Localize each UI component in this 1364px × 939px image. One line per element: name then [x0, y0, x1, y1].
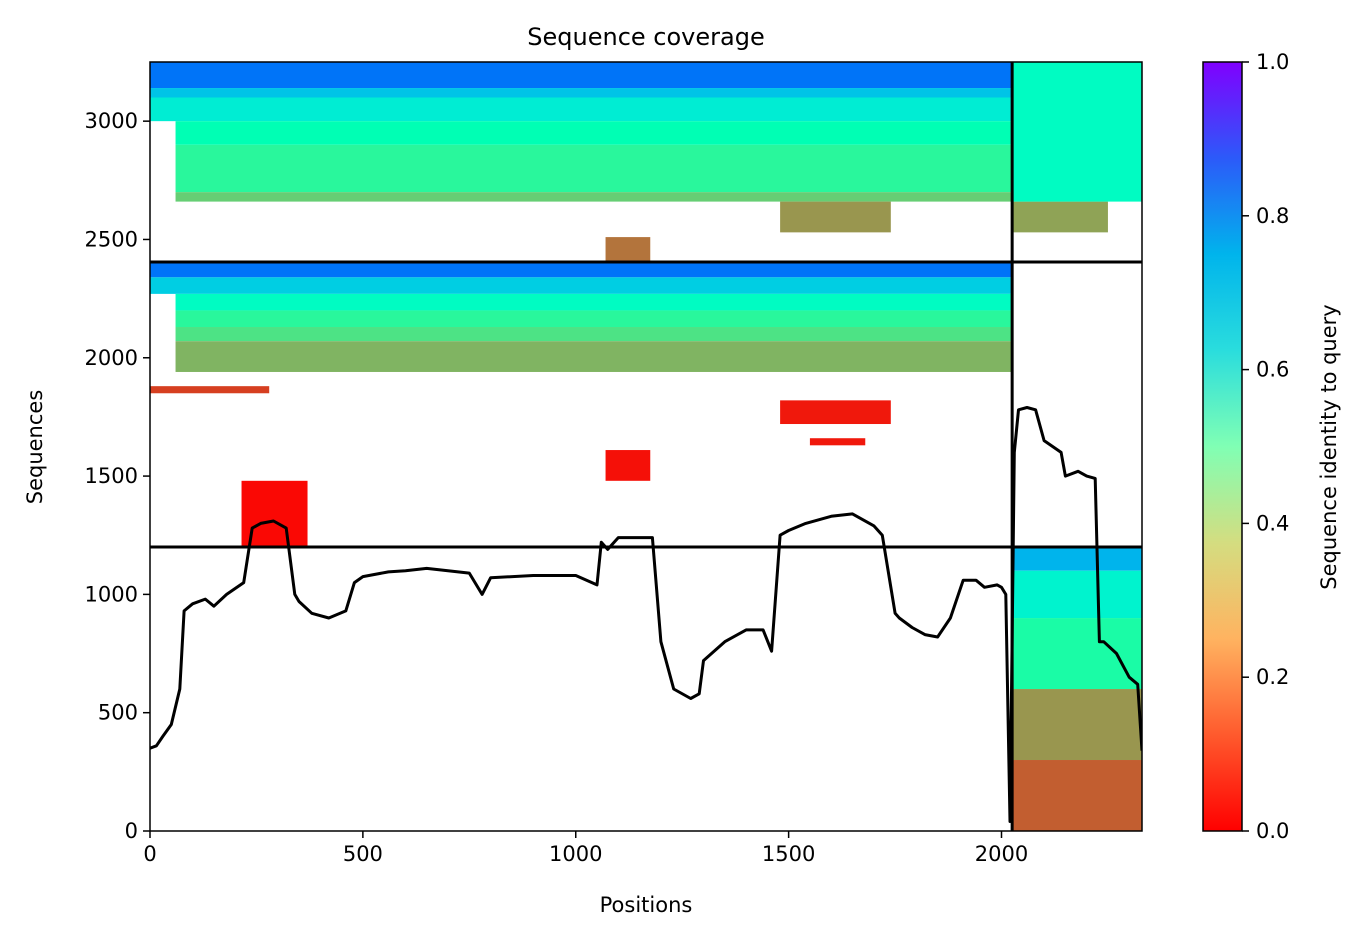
coverage-band [1012, 547, 1142, 571]
x-tick-label: 1000 [549, 842, 602, 866]
coverage-band [1012, 689, 1142, 761]
x-axis-ticks: 0 500 1000 1500 2000 [143, 831, 1028, 866]
coverage-band [150, 277, 1013, 294]
colorbar-tick-label: 0.0 [1256, 819, 1289, 843]
coverage-band [1012, 62, 1142, 202]
colorbar-ticks: 0.0 0.2 0.4 0.6 0.8 1.0 [1242, 50, 1289, 843]
coverage-band [175, 327, 1013, 342]
y-tick-label: 1500 [85, 464, 138, 488]
coverage-band [175, 293, 1013, 311]
coverage-band [241, 480, 308, 548]
colorbar-gradient [1202, 61, 1243, 832]
coverage-band [175, 192, 1013, 202]
y-axis-label: Sequences [23, 390, 47, 505]
x-tick-label: 1500 [762, 842, 815, 866]
coverage-band [605, 237, 651, 261]
coverage-band [1012, 570, 1142, 619]
colorbar-tick-label: 0.6 [1256, 358, 1289, 382]
y-axis-ticks: 0 500 1000 1500 2000 2500 3000 [85, 109, 150, 843]
plot-frame [149, 61, 1143, 832]
coverage-heatmap [150, 62, 1142, 831]
colorbar-tick-label: 0.2 [1256, 665, 1289, 689]
coverage-line [150, 406, 1142, 823]
colorbar-label: Sequence identity to query [1317, 304, 1341, 589]
colorbar-tick-label: 1.0 [1256, 50, 1289, 74]
colorbar-tick-label: 0.8 [1256, 204, 1289, 228]
coverage-band [150, 261, 1013, 278]
coverage-band [150, 97, 1013, 122]
x-tick-label: 500 [343, 842, 383, 866]
coverage-band [175, 310, 1013, 328]
chart-title: Sequence coverage [527, 23, 764, 51]
coverage-band [809, 438, 866, 446]
y-tick-label: 0 [125, 819, 138, 843]
coverage-band [150, 88, 1013, 98]
coverage-band [1012, 760, 1142, 831]
coverage-band [1012, 201, 1108, 233]
y-tick-label: 500 [98, 701, 138, 725]
coverage-band [150, 386, 270, 394]
y-tick-label: 1000 [85, 582, 138, 606]
plot-area [150, 62, 1142, 831]
coverage-band [175, 121, 1013, 145]
y-tick-label: 3000 [85, 109, 138, 133]
colorbar-tick-label: 0.4 [1256, 511, 1289, 535]
x-tick-label: 2000 [975, 842, 1028, 866]
coverage-band [1012, 618, 1142, 690]
colorbar: 0.0 0.2 0.4 0.6 0.8 1.0 Sequence identity to … [1202, 50, 1341, 843]
x-axis-label: Positions [600, 893, 693, 917]
coverage-band [780, 201, 891, 233]
x-tick-label: 0 [143, 842, 156, 866]
coverage-band [780, 400, 891, 425]
coverage-band [175, 341, 1013, 372]
y-tick-label: 2500 [85, 227, 138, 251]
y-tick-label: 2000 [85, 346, 138, 370]
coverage-band [605, 450, 651, 481]
coverage-band [150, 62, 1013, 89]
coverage-band [175, 144, 1013, 193]
